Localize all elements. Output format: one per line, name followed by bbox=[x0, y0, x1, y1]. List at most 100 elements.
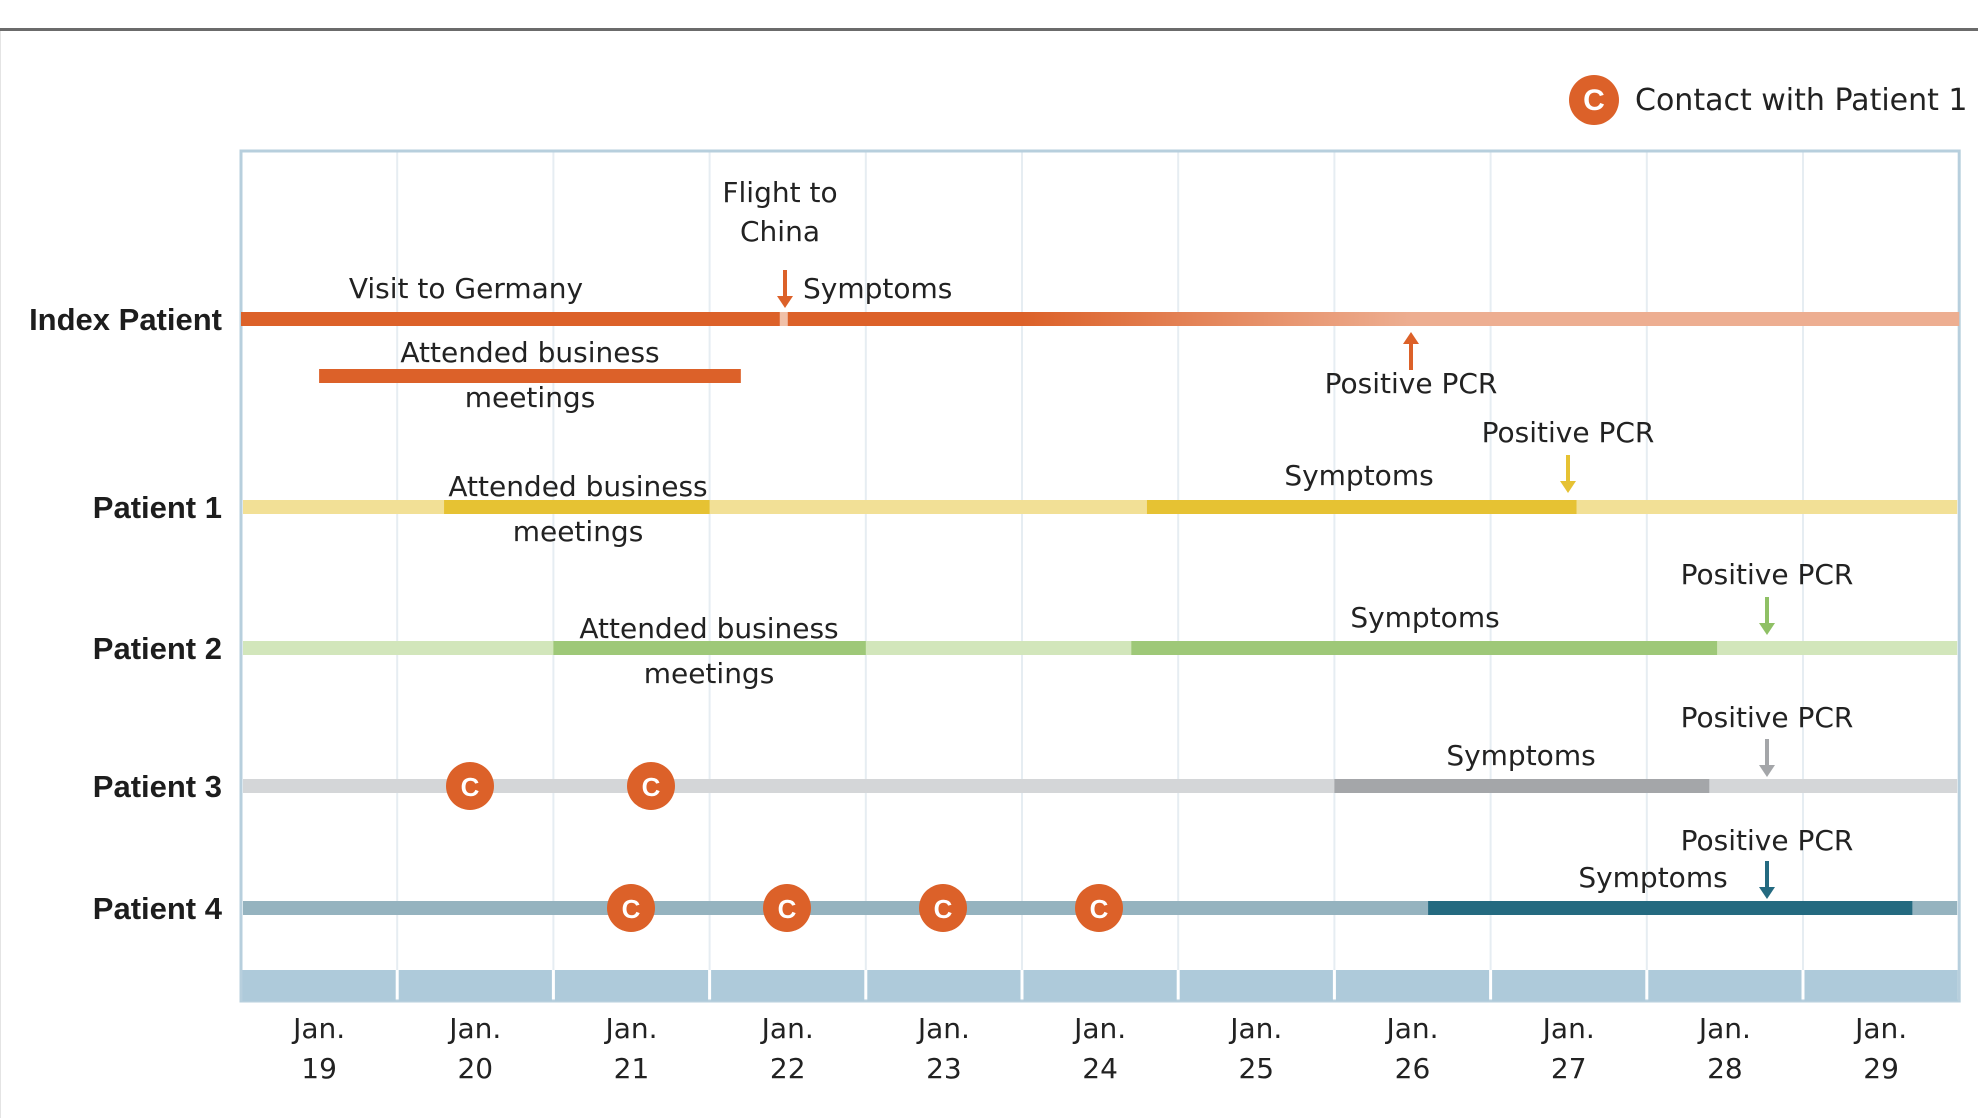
axis-band-block bbox=[1804, 970, 1958, 1001]
patient-rows: Index Patient Visit to Germany Symptoms Att… bbox=[29, 176, 1960, 932]
axis-band-block bbox=[867, 970, 1021, 1001]
tick-label-month: Jan. bbox=[1541, 1012, 1595, 1045]
contact-icon bbox=[607, 884, 655, 932]
contact-icon bbox=[627, 762, 675, 810]
tick-label-month: Jan. bbox=[447, 1012, 501, 1045]
annotation-business-line1: Attended business bbox=[448, 470, 707, 503]
annotation-positive-pcr: Positive PCR bbox=[1482, 416, 1655, 449]
legend-label: Contact with Patient 1 bbox=[1635, 83, 1968, 118]
contact-icon-letter: C bbox=[622, 894, 641, 924]
row-label: Patient 2 bbox=[93, 631, 222, 666]
annotation-symptoms: Symptoms bbox=[1284, 459, 1433, 492]
contact-icon-letter: C bbox=[1090, 894, 1109, 924]
pcr-arrow bbox=[1759, 739, 1775, 777]
pcr-arrow bbox=[1560, 455, 1576, 493]
contact-icon bbox=[763, 884, 811, 932]
contact-icon-letter: C bbox=[461, 772, 480, 802]
axis-band-block bbox=[1648, 970, 1802, 1001]
gridlines bbox=[396, 151, 1804, 970]
top-rule bbox=[0, 28, 1978, 31]
timeline-bar-symptoms bbox=[787, 312, 1022, 326]
axis-band-block bbox=[398, 970, 552, 1001]
row-label: Patient 1 bbox=[93, 490, 222, 525]
axis-band-block bbox=[711, 970, 865, 1001]
contact-icon-letter: C bbox=[934, 894, 953, 924]
tick-label-day: 25 bbox=[1238, 1052, 1274, 1085]
timeline-segment bbox=[1131, 641, 1718, 655]
tick-label-day: 29 bbox=[1863, 1052, 1899, 1085]
contact-icon bbox=[446, 762, 494, 810]
arrow-head bbox=[777, 296, 793, 308]
tick-label-day: 26 bbox=[1395, 1052, 1431, 1085]
contact-icon bbox=[919, 884, 967, 932]
row-patient-4: Patient 4 Symptoms Positive PCR C C C C bbox=[93, 824, 1958, 932]
tick-label-month: Jan. bbox=[1072, 1012, 1126, 1045]
flight-arrow bbox=[777, 270, 793, 308]
annotation-business-line1: Attended business bbox=[400, 336, 659, 369]
arrow-head bbox=[1759, 765, 1775, 777]
arrow-head bbox=[1759, 887, 1775, 899]
tick-label-month: Jan. bbox=[291, 1012, 345, 1045]
annotation-symptoms: Symptoms bbox=[1446, 739, 1595, 772]
row-patient-2: Patient 2 Attended business meetings Sympto… bbox=[93, 558, 1958, 690]
tick-label-day: 28 bbox=[1707, 1052, 1743, 1085]
annotation-symptoms: Symptoms bbox=[1578, 861, 1727, 894]
tick-label-day: 27 bbox=[1551, 1052, 1587, 1085]
arrow-head bbox=[1403, 332, 1419, 344]
sub-bar-business-meetings bbox=[319, 369, 741, 383]
tick-label-day: 19 bbox=[301, 1052, 337, 1085]
contact-marker: C bbox=[1075, 884, 1123, 932]
annotation-business-line1: Attended business bbox=[579, 612, 838, 645]
row-patient-1: Patient 1 Attended business meetings Sympto… bbox=[93, 416, 1958, 548]
timeline-segment bbox=[1146, 500, 1577, 514]
legend: C Contact with Patient 1 bbox=[1569, 75, 1968, 125]
tick-label-month: Jan. bbox=[916, 1012, 970, 1045]
annotation-business-line2: meetings bbox=[465, 381, 596, 414]
annotation-positive-pcr: Positive PCR bbox=[1681, 824, 1854, 857]
annotation-symptoms: Symptoms bbox=[803, 272, 952, 305]
annotation-positive-pcr: Positive PCR bbox=[1681, 701, 1854, 734]
tick-label-day: 24 bbox=[1082, 1052, 1118, 1085]
contact-icon-letter: C bbox=[642, 772, 661, 802]
timeline-gap bbox=[779, 312, 788, 326]
annotation-positive-pcr: Positive PCR bbox=[1681, 558, 1854, 591]
timeline-bar-fade bbox=[1022, 312, 1413, 326]
row-label: Patient 4 bbox=[93, 891, 223, 926]
arrow-head bbox=[1560, 481, 1576, 493]
axis-band-block bbox=[1492, 970, 1646, 1001]
timeline-bar-faded bbox=[1412, 312, 1960, 326]
contact-icon bbox=[1075, 884, 1123, 932]
annotation-flight-line1: Flight to bbox=[722, 176, 837, 209]
tick-label-day: 23 bbox=[926, 1052, 962, 1085]
row-label: Index Patient bbox=[29, 302, 222, 337]
annotation-business-line2: meetings bbox=[644, 657, 775, 690]
annotation-business-line2: meetings bbox=[513, 515, 644, 548]
annotation-flight-line2: China bbox=[740, 215, 820, 248]
contact-marker: C bbox=[763, 884, 811, 932]
axis-band-block bbox=[242, 970, 396, 1001]
axis-band-block bbox=[1335, 970, 1490, 1001]
tick-label-month: Jan. bbox=[1853, 1012, 1907, 1045]
axis-band-block bbox=[1023, 970, 1177, 1001]
arrow-head bbox=[1759, 623, 1775, 635]
pcr-arrow bbox=[1759, 597, 1775, 635]
timeline-segment bbox=[1428, 901, 1913, 915]
contact-marker: C bbox=[607, 884, 655, 932]
tick-label-day: 21 bbox=[614, 1052, 650, 1085]
tick-label-day: 20 bbox=[457, 1052, 493, 1085]
pcr-arrow bbox=[1403, 332, 1419, 370]
annotation-positive-pcr: Positive PCR bbox=[1325, 367, 1498, 400]
row-index-patient: Index Patient Visit to Germany Symptoms Att… bbox=[29, 176, 1960, 414]
tick-label-month: Jan. bbox=[603, 1012, 657, 1045]
axis-band-block bbox=[554, 970, 709, 1001]
contact-icon-letter: C bbox=[778, 894, 797, 924]
legend-contact-icon-letter: C bbox=[1583, 84, 1605, 117]
annotation-symptoms: Symptoms bbox=[1350, 601, 1499, 634]
tick-label-month: Jan. bbox=[760, 1012, 814, 1045]
left-border bbox=[0, 31, 1, 1118]
row-label: Patient 3 bbox=[93, 769, 222, 804]
timeline-segment bbox=[553, 641, 866, 655]
x-axis: Jan. 19 Jan. 20 Jan. 21 Jan. 22 Jan. 23 Jan. 24 Jan.… bbox=[242, 970, 1958, 1085]
tick-label-month: Jan. bbox=[1228, 1012, 1282, 1045]
